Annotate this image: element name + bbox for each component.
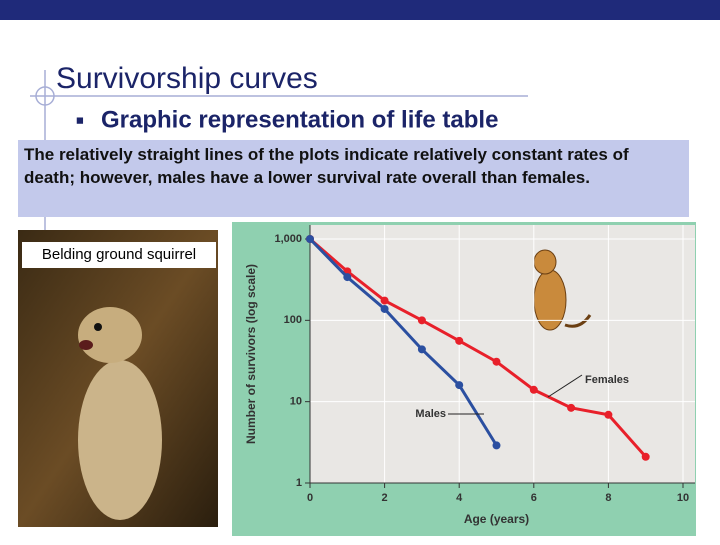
data-point <box>455 381 464 390</box>
note-box <box>18 140 689 217</box>
x-tick-label: 10 <box>677 492 689 504</box>
bullet-mark: ■ <box>76 112 84 127</box>
y-tick-label: 1 <box>296 477 302 489</box>
x-axis-label: Age (years) <box>464 512 529 526</box>
x-tick-label: 2 <box>382 492 388 504</box>
data-point <box>380 296 389 305</box>
plot-area <box>310 225 695 483</box>
note-wrap: The relatively straight lines of the plo… <box>24 145 629 187</box>
data-point <box>306 235 314 243</box>
cartoon-tail <box>564 314 592 328</box>
data-point <box>380 304 389 313</box>
series-label: Females <box>585 374 629 386</box>
y-axis-label: Number of survivors (log scale) <box>244 264 258 444</box>
deco-circle <box>35 86 55 106</box>
squirrel-body <box>78 360 162 520</box>
photo: Belding ground squirrel <box>18 230 218 527</box>
note-text: The relatively straight lines of the plo… <box>24 145 629 187</box>
photo-caption: Belding ground squirrel <box>42 246 196 263</box>
caption-box <box>22 242 216 268</box>
slide-title: Survivorship curves <box>56 62 318 95</box>
top-bar <box>0 0 720 20</box>
bullet-text: Graphic representation of life table <box>101 106 498 133</box>
series-label: Males <box>415 408 446 420</box>
cartoon-head <box>533 249 557 275</box>
data-point <box>604 410 613 419</box>
squirrel-eye <box>94 323 102 331</box>
data-point <box>417 345 426 354</box>
x-tick-label: 6 <box>531 492 537 504</box>
series-line <box>309 237 647 458</box>
x-tick-label: 0 <box>307 492 313 504</box>
data-point <box>343 273 352 282</box>
chart: 0 2 4 6 8 10 1 10 100 1,000 Age (years) Number of s… <box>244 225 695 526</box>
data-point <box>529 385 538 394</box>
series-line <box>308 237 498 447</box>
y-tick-label: 100 <box>284 314 302 326</box>
x-tick-label: 4 <box>456 492 463 504</box>
squirrel-head <box>78 307 142 363</box>
data-point <box>567 403 576 412</box>
data-point <box>492 357 501 366</box>
cartoon-squirrel <box>533 249 592 331</box>
x-tick-label: 8 <box>605 492 611 504</box>
cartoon-body <box>533 269 567 331</box>
data-point <box>641 452 650 461</box>
y-tick-label: 10 <box>290 396 302 408</box>
data-point <box>455 336 464 345</box>
leader-line <box>547 374 583 398</box>
data-point <box>492 441 501 450</box>
data-point <box>417 316 426 325</box>
squirrel-mouth <box>79 340 93 350</box>
y-tick-label: 1,000 <box>274 233 302 245</box>
